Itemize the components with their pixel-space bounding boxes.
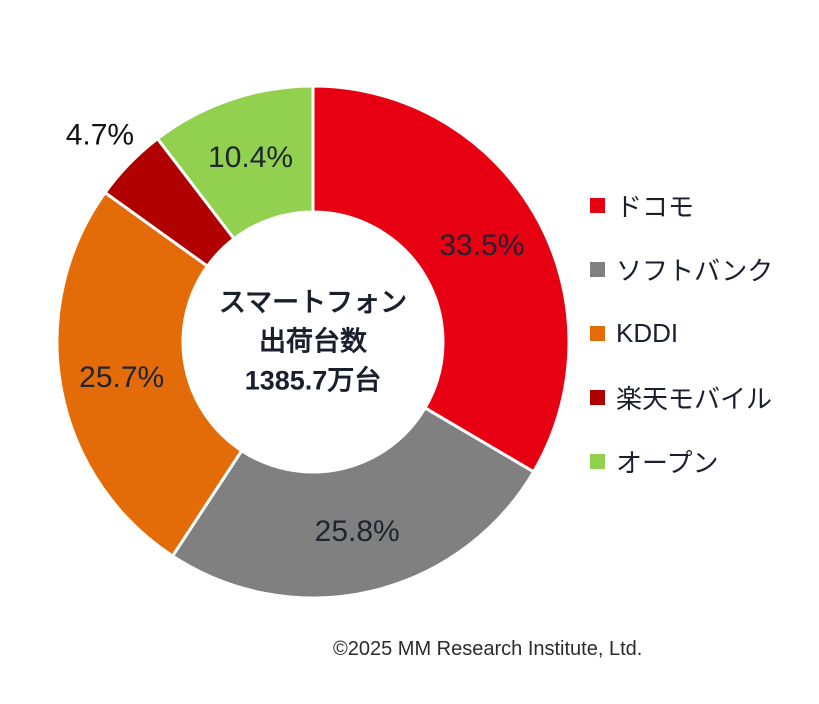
chart-legend: ドコモ ソフトバンク KDDI 楽天モバイル オープン — [590, 192, 773, 512]
center-label-line-2: 出荷台数 — [258, 326, 367, 357]
legend-item-softbank: ソフトバンク — [590, 256, 773, 286]
legend-swatch-softbank — [590, 262, 605, 277]
slice-softbank — [171, 406, 536, 600]
legend-label-docomo: ドコモ — [616, 192, 695, 222]
center-label-line-1: スマートフォン — [218, 287, 408, 318]
slice-label-docomo: 33.5% — [439, 229, 524, 262]
slice-label-kddi: 25.7% — [79, 361, 164, 394]
slice-open — [156, 84, 315, 241]
legend-item-rakuten: 楽天モバイル — [590, 384, 773, 414]
legend-label-softbank: ソフトバンク — [616, 256, 774, 286]
slice-label-rakuten: 4.7% — [66, 119, 134, 152]
legend-swatch-open — [590, 454, 605, 469]
legend-item-open: オープン — [590, 448, 773, 478]
slice-label-softbank: 25.8% — [315, 515, 400, 548]
legend-swatch-docomo — [590, 198, 605, 213]
slice-docomo — [311, 84, 571, 474]
donut-center-label: スマートフォン 出荷台数 1385.7万台 — [219, 283, 407, 400]
legend-item-kddi: KDDI — [590, 318, 773, 348]
slice-kddi — [55, 191, 244, 558]
legend-swatch-kddi — [590, 326, 605, 341]
legend-label-open: オープン — [616, 448, 719, 478]
legend-item-docomo: ドコモ — [590, 192, 773, 222]
copyright-text: ©2025 MM Research Institute, Ltd. — [333, 638, 643, 660]
legend-label-rakuten: 楽天モバイル — [616, 384, 773, 414]
legend-label-kddi: KDDI — [616, 318, 679, 348]
slice-label-open: 10.4% — [208, 141, 293, 174]
legend-swatch-rakuten — [590, 390, 605, 405]
center-label-line-3: 1385.7万台 — [244, 365, 382, 396]
